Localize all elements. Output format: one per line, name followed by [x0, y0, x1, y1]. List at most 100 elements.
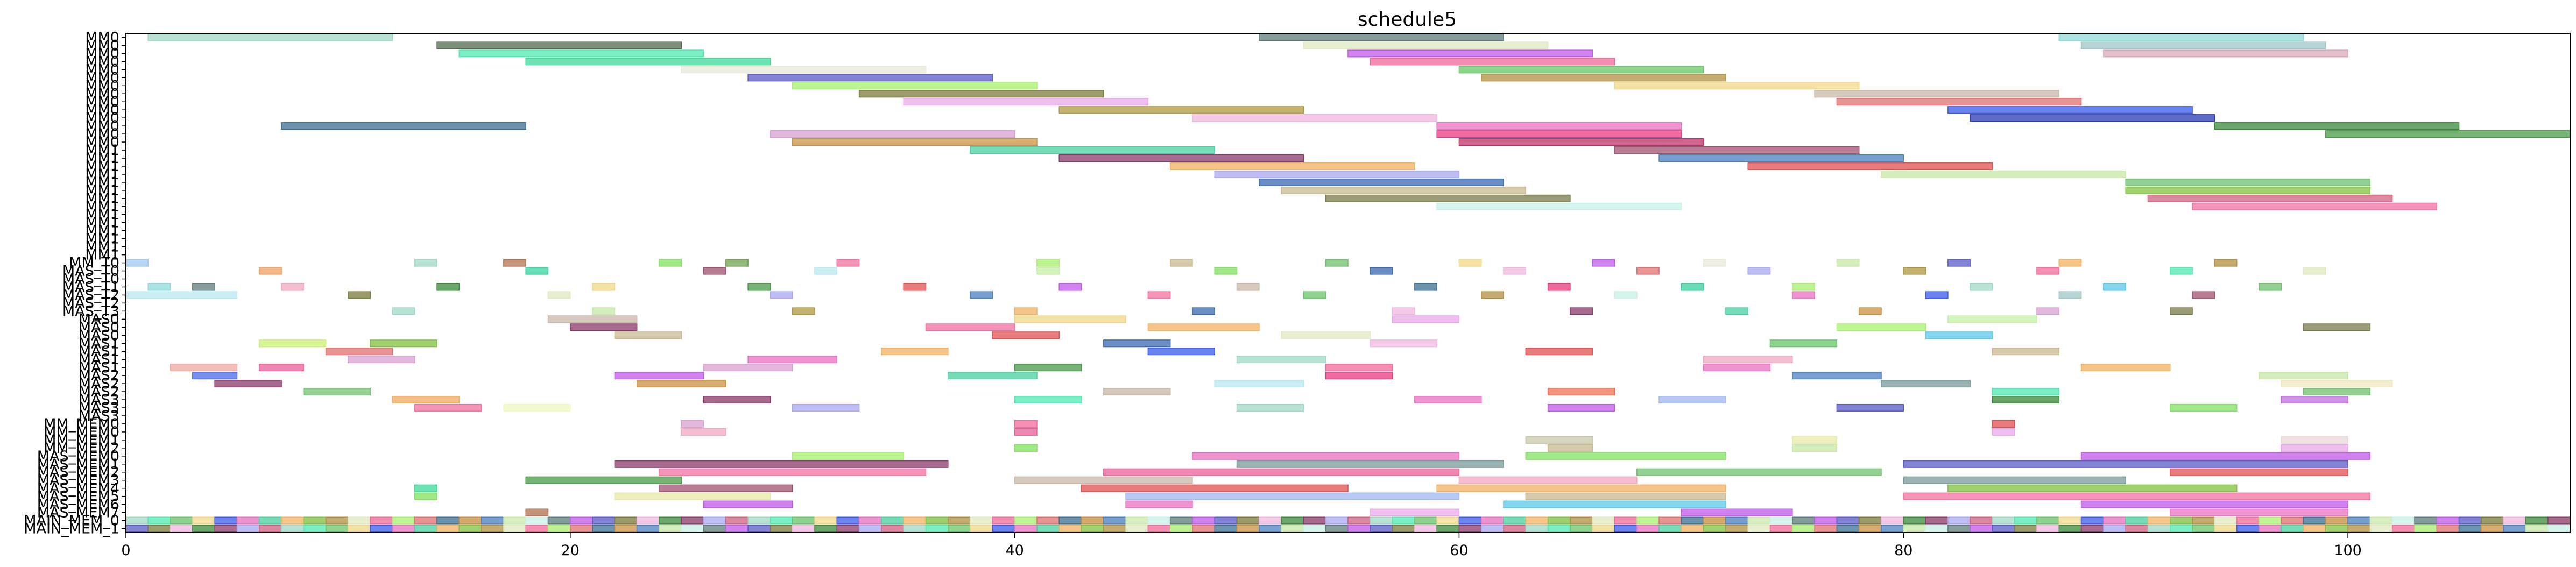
task-bar — [1614, 82, 1860, 90]
main-mem-bar — [2170, 525, 2193, 533]
task-bar — [1636, 267, 1660, 275]
main-mem-bar — [1681, 516, 1704, 525]
task-bar — [659, 259, 682, 267]
main-mem-bar — [2547, 525, 2571, 533]
main-mem-bar — [592, 516, 616, 525]
main-mem-bar — [1881, 516, 1904, 525]
y-tick-label: MM0 — [85, 53, 119, 70]
y-tick-label: MM1 — [85, 150, 119, 167]
main-mem-bar — [1370, 525, 1393, 533]
task-bar — [1747, 162, 1993, 171]
task-bar — [1325, 372, 1393, 380]
main-mem-bar — [2170, 516, 2193, 525]
task-bar — [2036, 267, 2060, 275]
main-mem-bar — [2080, 525, 2104, 533]
task-bar — [1992, 428, 2015, 436]
x-tick-label: 0 — [121, 542, 130, 559]
main-mem-bar — [2014, 525, 2037, 533]
main-mem-bar — [1725, 525, 1748, 533]
task-bar — [1836, 259, 1860, 267]
task-bar — [414, 484, 437, 492]
task-bar — [747, 283, 771, 291]
main-mem-bar — [2192, 525, 2215, 533]
main-mem-bar — [1814, 516, 1838, 525]
task-bar — [2147, 194, 2393, 202]
task-bar — [2080, 364, 2171, 372]
main-mem-bar — [414, 525, 437, 533]
task-bar — [1881, 380, 1971, 388]
task-bar — [436, 41, 682, 49]
task-bar — [1058, 106, 1304, 114]
task-bar — [2281, 395, 2348, 404]
main-mem-bar — [1436, 516, 1460, 525]
task-bar — [1436, 484, 1726, 492]
task-bar — [2325, 130, 2571, 138]
task-bar — [1259, 178, 1504, 186]
task-bar — [1836, 403, 1904, 412]
task-bar — [1036, 259, 1060, 267]
task-bar — [1792, 283, 1815, 291]
task-bar — [2058, 259, 2082, 267]
main-mem-bar — [2080, 516, 2104, 525]
main-mem-bar — [2369, 525, 2393, 533]
task-bar — [1325, 259, 1349, 267]
main-mem-bar — [1147, 516, 1171, 525]
main-mem-bar — [948, 516, 971, 525]
task-bar — [1103, 468, 1460, 476]
main-mem-bar — [903, 525, 927, 533]
task-bar — [392, 307, 415, 315]
main-mem-bar — [481, 516, 504, 525]
main-mem-bar — [303, 516, 327, 525]
task-bar — [1014, 444, 1038, 452]
task-bar — [792, 452, 904, 460]
task-bar — [192, 372, 238, 380]
task-bar — [1370, 508, 1460, 516]
main-mem-bar — [1458, 516, 1482, 525]
task-bar — [458, 49, 704, 58]
task-bar — [1236, 356, 1326, 364]
main-mem-bar — [1592, 516, 1615, 525]
task-bars — [125, 33, 2571, 533]
task-bar — [370, 339, 437, 348]
task-bar — [192, 283, 215, 291]
main-mem-bar — [792, 516, 815, 525]
task-bar — [147, 283, 171, 291]
main-mem-bar — [2436, 516, 2460, 525]
y-tick-label: MAIN_MEM_1 — [24, 521, 119, 537]
main-mem-bar — [570, 516, 593, 525]
y-tick-label: MAS_MEM6 — [37, 497, 119, 513]
task-bar — [1547, 403, 1615, 412]
y-tick-label: MM0 — [85, 29, 119, 46]
task-bar — [1747, 267, 1771, 275]
task-bar — [1792, 444, 1838, 452]
y-tick-label: MAS_T1 — [62, 279, 119, 295]
task-bar — [948, 372, 1038, 380]
task-bar — [1236, 403, 1304, 412]
task-bar — [525, 508, 549, 516]
main-mem-bar — [2281, 525, 2304, 533]
y-tick-label: MAS_T2 — [62, 295, 119, 311]
task-bar — [1703, 259, 1726, 267]
task-bar — [1214, 170, 1460, 178]
task-bar — [1925, 331, 1993, 339]
main-mem-bar — [747, 525, 771, 533]
task-bar — [1436, 122, 1682, 130]
task-bar — [503, 259, 526, 267]
y-tick-label: MM1 — [85, 207, 119, 223]
main-mem-bar — [858, 516, 882, 525]
main-mem-bar — [1925, 516, 1949, 525]
main-mem-bar — [436, 516, 460, 525]
main-mem-bar — [659, 525, 682, 533]
task-bar — [1169, 259, 1193, 267]
main-mem-bar — [725, 525, 749, 533]
main-mem-bar — [1658, 525, 1682, 533]
task-bar — [1658, 395, 1726, 404]
task-bar — [1014, 428, 1038, 436]
task-bar — [348, 356, 415, 364]
task-bar — [1458, 66, 1704, 74]
main-mem-bar — [1192, 525, 1216, 533]
main-mem-bar — [481, 525, 504, 533]
main-mem-bar — [1547, 516, 1571, 525]
y-tick-label: MM0 — [85, 77, 119, 94]
task-bar — [1370, 58, 1615, 66]
